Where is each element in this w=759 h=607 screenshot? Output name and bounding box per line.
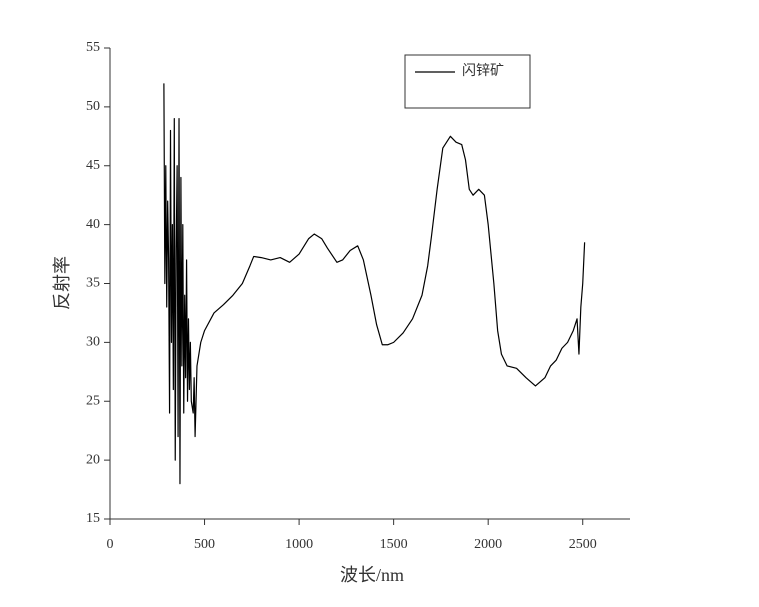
x-tick-label: 1000 [285, 537, 313, 552]
x-tick-label: 500 [194, 537, 215, 552]
x-tick-label: 0 [107, 537, 114, 552]
legend-label: 闪锌矿 [462, 63, 504, 79]
x-tick-label: 2000 [474, 537, 502, 552]
y-tick-label: 25 [86, 393, 100, 408]
y-tick-label: 15 [86, 511, 100, 526]
y-tick-label: 35 [86, 276, 100, 291]
legend-box [404, 54, 531, 109]
y-tick-label: 20 [86, 452, 100, 467]
x-tick-label: 1500 [380, 537, 408, 552]
y-tick-label: 40 [86, 217, 100, 232]
y-tick-label: 55 [86, 40, 100, 55]
y-tick-label: 50 [86, 99, 100, 114]
y-axis-label: 反射率 [52, 256, 72, 310]
data-line [163, 83, 586, 485]
x-axis-label: 波长/nm [340, 565, 404, 585]
y-tick-label: 30 [86, 335, 100, 350]
y-tick-label: 45 [86, 158, 100, 173]
x-tick-label: 2500 [569, 537, 597, 552]
